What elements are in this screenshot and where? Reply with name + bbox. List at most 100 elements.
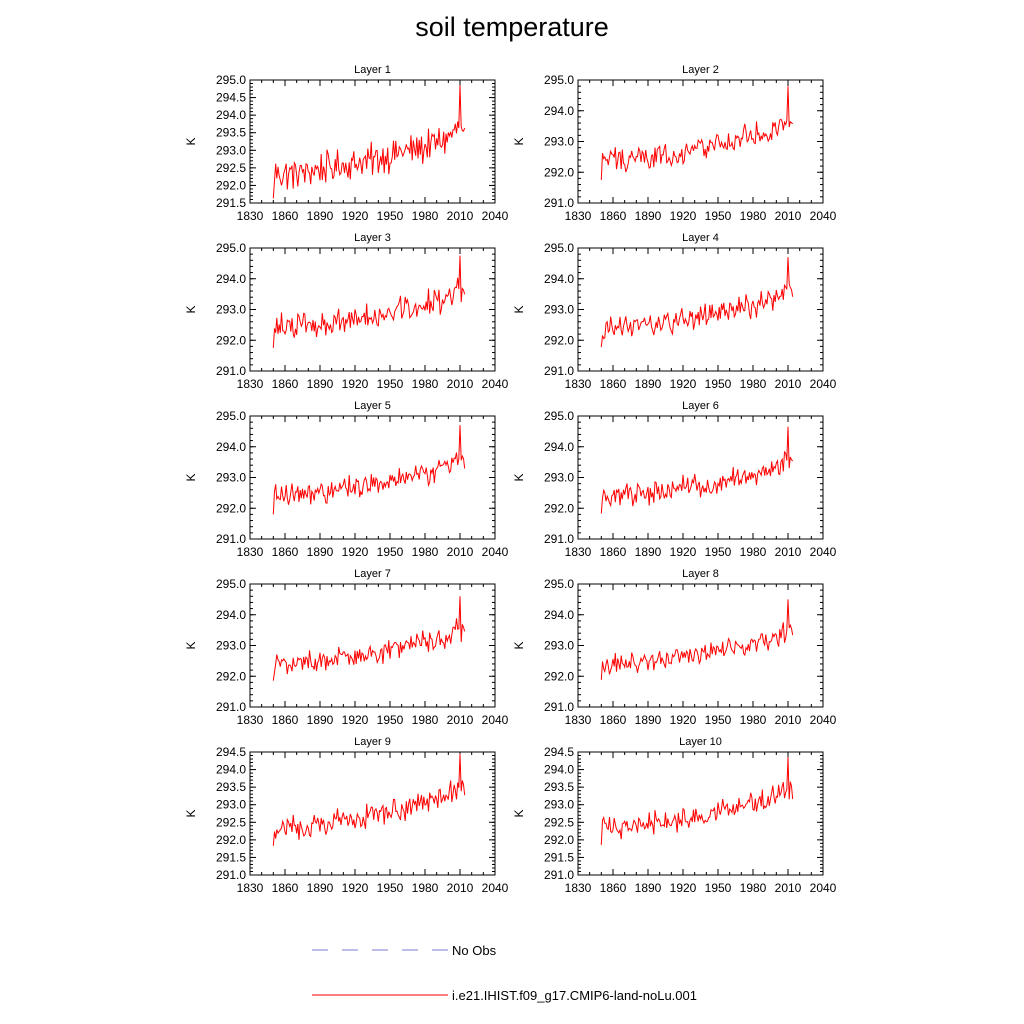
panel-title: Layer 1 bbox=[354, 64, 391, 76]
y-tick-label: 295.0 bbox=[216, 409, 246, 423]
x-tick-label: 1860 bbox=[272, 377, 299, 391]
x-tick-label: 1980 bbox=[740, 545, 767, 559]
y-tick-label: 292.5 bbox=[216, 815, 246, 829]
y-tick-label: 295.0 bbox=[544, 577, 574, 591]
series-line bbox=[272, 85, 466, 199]
panel-title: Layer 2 bbox=[682, 64, 719, 76]
y-tick-label: 294.0 bbox=[544, 272, 574, 286]
x-tick-label: 1920 bbox=[670, 713, 697, 727]
x-tick-label: 1860 bbox=[600, 713, 627, 727]
x-tick-label: 1860 bbox=[272, 209, 299, 223]
series-line bbox=[600, 257, 794, 348]
y-tick-label: 294.0 bbox=[544, 763, 574, 777]
y-tick-label: 294.0 bbox=[216, 763, 246, 777]
x-tick-label: 1980 bbox=[412, 377, 439, 391]
x-tick-label: 2040 bbox=[810, 713, 837, 727]
y-axis-label: K bbox=[184, 641, 198, 649]
x-tick-label: 1980 bbox=[412, 545, 439, 559]
y-tick-label: 291.0 bbox=[544, 868, 574, 882]
x-tick-label: 1830 bbox=[237, 713, 264, 727]
x-tick-label: 1830 bbox=[565, 377, 592, 391]
x-tick-label: 1890 bbox=[635, 209, 662, 223]
series-line bbox=[600, 426, 794, 514]
panel-title: Layer 4 bbox=[682, 232, 719, 244]
y-tick-label: 293.0 bbox=[216, 639, 246, 653]
y-tick-label: 295.0 bbox=[544, 241, 574, 255]
x-tick-label: 2010 bbox=[447, 209, 474, 223]
y-tick-label: 291.0 bbox=[216, 532, 246, 546]
y-axis-label: K bbox=[512, 137, 526, 145]
y-tick-label: 293.0 bbox=[544, 639, 574, 653]
x-tick-label: 1890 bbox=[307, 377, 334, 391]
y-tick-label: 293.0 bbox=[544, 303, 574, 317]
x-tick-label: 1830 bbox=[237, 209, 264, 223]
x-tick-label: 1950 bbox=[705, 713, 732, 727]
y-axis-label: K bbox=[512, 809, 526, 817]
y-tick-label: 292.0 bbox=[544, 669, 574, 683]
x-tick-label: 1980 bbox=[412, 209, 439, 223]
chart-panel-layer-5: Layer 5 1830 1860 1890 1920 1950 1980 2010 2040 2… bbox=[184, 400, 509, 559]
y-axis-label: K bbox=[184, 809, 198, 817]
panel-title: Layer 9 bbox=[354, 736, 391, 748]
y-tick-label: 292.0 bbox=[544, 833, 574, 847]
y-tick-label: 295.0 bbox=[544, 409, 574, 423]
y-tick-label: 293.0 bbox=[544, 798, 574, 812]
y-tick-label: 293.5 bbox=[216, 780, 246, 794]
y-tick-label: 294.0 bbox=[544, 608, 574, 622]
y-tick-label: 294.5 bbox=[216, 745, 246, 759]
x-tick-label: 1920 bbox=[670, 881, 697, 895]
figure-title: soil temperature bbox=[415, 12, 609, 42]
x-tick-label: 1920 bbox=[670, 209, 697, 223]
legend: No Obs i.e21.IHIST.f09_g17.CMIP6-land-noL… bbox=[312, 943, 697, 1003]
x-tick-label: 2040 bbox=[482, 377, 509, 391]
y-tick-label: 291.5 bbox=[216, 196, 246, 210]
y-tick-label: 292.0 bbox=[544, 501, 574, 515]
x-tick-label: 1860 bbox=[600, 545, 627, 559]
y-tick-label: 293.0 bbox=[544, 471, 574, 485]
x-tick-label: 1950 bbox=[377, 545, 404, 559]
x-tick-label: 1890 bbox=[307, 713, 334, 727]
series-line bbox=[272, 596, 466, 681]
x-tick-label: 1830 bbox=[237, 545, 264, 559]
y-tick-label: 291.0 bbox=[544, 364, 574, 378]
x-tick-label: 1950 bbox=[377, 377, 404, 391]
y-tick-label: 294.5 bbox=[544, 745, 574, 759]
x-tick-label: 2040 bbox=[810, 377, 837, 391]
x-tick-label: 1920 bbox=[670, 545, 697, 559]
y-axis-label: K bbox=[512, 641, 526, 649]
x-tick-label: 1980 bbox=[740, 881, 767, 895]
x-tick-label: 2010 bbox=[775, 545, 802, 559]
x-tick-label: 1860 bbox=[272, 545, 299, 559]
series-line bbox=[272, 753, 466, 846]
series-line bbox=[272, 255, 466, 348]
x-tick-label: 1980 bbox=[740, 377, 767, 391]
x-tick-label: 1950 bbox=[377, 209, 404, 223]
series-line bbox=[600, 86, 794, 180]
y-axis-label: K bbox=[184, 473, 198, 481]
plot-frame bbox=[577, 751, 824, 876]
x-tick-label: 1920 bbox=[342, 377, 369, 391]
plot-frame bbox=[249, 247, 496, 372]
plot-frame bbox=[577, 79, 824, 204]
y-axis-label: K bbox=[512, 473, 526, 481]
y-tick-label: 292.0 bbox=[216, 333, 246, 347]
x-tick-label: 2010 bbox=[447, 881, 474, 895]
panel-title: Layer 7 bbox=[354, 568, 391, 580]
x-tick-label: 1950 bbox=[705, 209, 732, 223]
x-tick-label: 1830 bbox=[565, 209, 592, 223]
panel-title: Layer 6 bbox=[682, 400, 719, 412]
x-tick-label: 1920 bbox=[342, 713, 369, 727]
x-tick-label: 1920 bbox=[342, 881, 369, 895]
x-tick-label: 2040 bbox=[482, 545, 509, 559]
chart-panel-layer-2: Layer 2 1830 1860 1890 1920 1950 1980 2010 2040 2… bbox=[512, 64, 837, 223]
y-tick-label: 292.0 bbox=[544, 333, 574, 347]
legend-no-obs-label: No Obs bbox=[452, 943, 497, 958]
y-tick-label: 291.0 bbox=[544, 196, 574, 210]
y-tick-label: 294.5 bbox=[216, 91, 246, 105]
plot-frame bbox=[249, 751, 496, 876]
chart-panel-layer-9: Layer 9 1830 1860 1890 1920 1950 1980 2010 2040 2… bbox=[184, 736, 509, 895]
series-line bbox=[272, 425, 466, 515]
x-tick-label: 2040 bbox=[482, 713, 509, 727]
x-tick-label: 1830 bbox=[565, 713, 592, 727]
y-tick-label: 291.0 bbox=[216, 364, 246, 378]
